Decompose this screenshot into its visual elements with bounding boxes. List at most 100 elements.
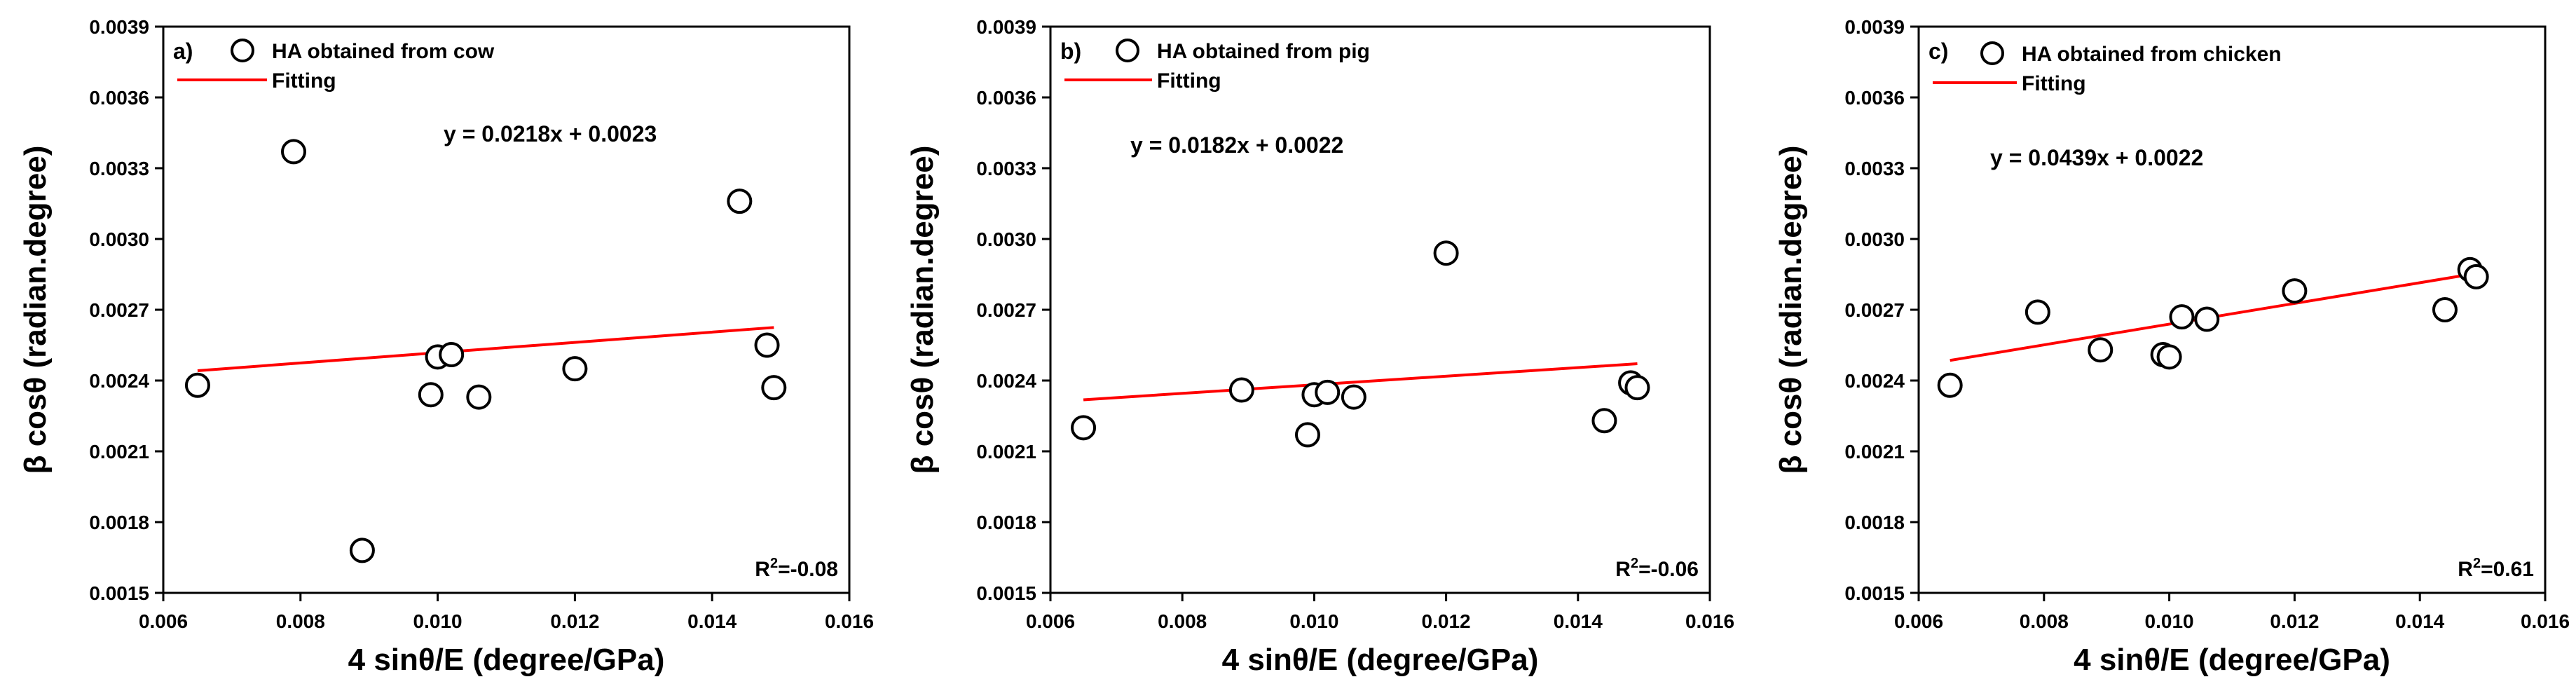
y-tick-label: 0.0033 [89,158,149,179]
data-point [1071,415,1097,441]
y-axis-title: β cosθ (radian.degree) [1774,146,1808,474]
y-tick-label: 0.0039 [89,16,149,38]
r-squared-exponent: 2 [770,556,778,571]
x-tick-label: 0.010 [1289,610,1338,632]
r-squared-symbol: R [755,558,770,581]
panel-label: a) [173,39,193,64]
legend-label-data: HA obtained from pig [1157,40,1370,63]
y-tick-label: 0.0033 [976,158,1036,179]
y-tick-label: 0.0033 [1844,158,1905,179]
r-squared: R2=-0.08 [755,556,838,581]
x-tick-label: 0.010 [2145,610,2194,632]
fit-equation: y = 0.0439x + 0.0022 [1990,145,2203,170]
y-tick-label: 0.0039 [1844,16,1905,38]
data-point [1433,240,1459,266]
y-tick-label: 0.0018 [976,512,1036,533]
y-tick-label: 0.0015 [89,582,149,604]
y-tick-label: 0.0027 [976,299,1036,321]
data-point [1937,372,1963,398]
x-tick-label: 0.012 [1422,610,1471,632]
y-tick-label: 0.0018 [1844,512,1905,533]
y-tick-label: 0.0030 [89,228,149,250]
x-tick-label: 0.012 [2270,610,2319,632]
y-tick-label: 0.0036 [89,87,149,109]
x-tick-label: 0.006 [139,610,188,632]
x-tick-label: 0.016 [1685,610,1734,632]
y-tick-label: 0.0024 [976,370,1036,392]
data-point [1228,377,1254,403]
x-tick-label: 0.006 [1894,610,1943,632]
data-point [761,375,787,401]
y-axis-title: β cosθ (radian.degree) [905,146,940,474]
y-tick-label: 0.0018 [89,512,149,533]
y-tick-label: 0.0030 [976,228,1036,250]
data-point [184,372,210,398]
data-point [2088,337,2113,363]
fit-line [197,326,774,372]
data-point [2169,304,2195,330]
fit-equation: y = 0.0182x + 0.0022 [1130,132,1343,158]
y-tick-label: 0.0027 [89,299,149,321]
data-point [1315,379,1341,405]
panel-label: c) [1928,39,1948,64]
legend-label-fit: Fitting [272,69,336,93]
y-tick-label: 0.0015 [1844,582,1905,604]
data-point [2194,306,2220,332]
x-tick-label: 0.010 [413,610,463,632]
data-point [1341,384,1366,410]
y-tick-label: 0.0024 [1844,370,1905,392]
data-point [2432,297,2458,322]
x-axis-title: 4 sinθ/E (degree/GPa) [2074,643,2390,677]
x-tick-label: 0.014 [1554,610,1603,632]
y-tick-label: 0.0024 [89,370,149,392]
r-squared-symbol: R [1615,558,1631,581]
y-tick-label: 0.0021 [976,441,1036,463]
y-axis-title: β cosθ (radian.degree) [18,146,53,474]
data-point [1294,422,1320,448]
legend-marker [1980,41,2004,65]
x-tick-label: 0.014 [687,610,737,632]
r-squared: R2=0.61 [2458,556,2534,581]
r-squared-value: =0.61 [2481,558,2534,581]
r-squared-exponent: 2 [2473,556,2481,571]
x-tick-label: 0.016 [2521,610,2570,632]
legend-marker [231,39,254,62]
r-squared-value: =-0.06 [1638,558,1699,581]
y-tick-label: 0.0027 [1844,299,1905,321]
y-tick-label: 0.0030 [1844,228,1905,250]
fit-equation: y = 0.0218x + 0.0023 [444,121,657,146]
x-tick-label: 0.008 [1158,610,1207,632]
data-point [1624,375,1650,401]
y-tick-label: 0.0036 [1844,87,1905,109]
x-axis-title: 4 sinθ/E (degree/GPa) [348,643,665,677]
x-tick-label: 0.008 [276,610,325,632]
legend-label-fit: Fitting [1157,69,1221,93]
data-point [727,189,753,214]
y-tick-label: 0.0021 [1844,441,1905,463]
x-axis-title: 4 sinθ/E (degree/GPa) [1222,643,1539,677]
legend-label-data: HA obtained from chicken [2022,43,2282,66]
x-tick-label: 0.016 [825,610,874,632]
r-squared-value: =-0.08 [778,558,838,581]
data-point [349,538,375,563]
x-tick-label: 0.008 [2020,610,2069,632]
panel-label: b) [1060,39,1081,64]
data-point [2282,278,2308,304]
panel-a: 0.006 0.008 0.010 0.012 0.014 0.016 0.0015 0.00… [18,16,874,677]
data-point [466,384,492,410]
panel-c: 0.006 0.008 0.010 0.012 0.014 0.016 0.0015 0.00… [1774,16,2570,677]
r-squared: R2=-0.06 [1615,556,1699,581]
legend-label-fit: Fitting [2022,72,2086,95]
data-point [2463,264,2489,289]
data-point [754,332,780,358]
y-tick-label: 0.0021 [89,441,149,463]
legend-label-data: HA obtained from cow [272,40,495,63]
fit-line [1083,362,1638,402]
data-point [2156,344,2182,370]
data-point [562,356,588,382]
x-tick-label: 0.012 [550,610,599,632]
data-point [418,382,444,408]
data-point [439,341,465,367]
r-squared-exponent: 2 [1631,556,1638,571]
